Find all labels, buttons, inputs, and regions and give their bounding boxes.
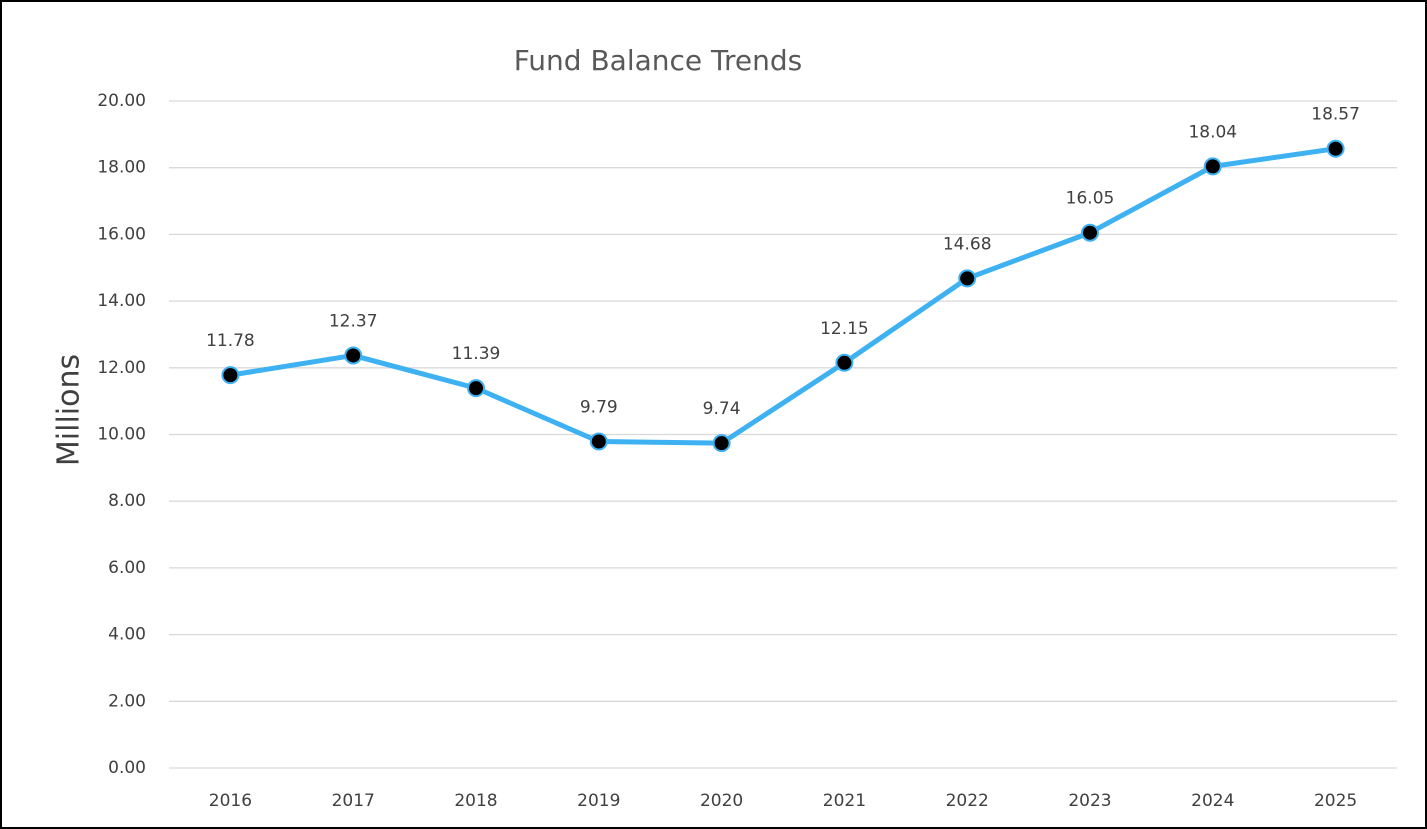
y-tick-label: 2.00	[108, 691, 146, 711]
x-tick-label: 2018	[454, 791, 497, 811]
x-tick-label: 2024	[1191, 791, 1234, 811]
data-label: 18.57	[1311, 105, 1360, 125]
marker	[344, 346, 363, 365]
marker	[1203, 157, 1222, 176]
data-label: 12.37	[329, 311, 378, 331]
y-tick-label: 16.00	[97, 224, 146, 244]
marker	[835, 353, 854, 372]
x-tick-label: 2022	[946, 791, 989, 811]
y-tick-label: 4.00	[108, 625, 146, 645]
data-label: 18.04	[1188, 122, 1237, 142]
y-axis-label: Millions	[52, 354, 87, 466]
marker	[467, 379, 485, 398]
y-tick-label: 10.00	[97, 425, 146, 445]
marker	[1081, 223, 1099, 242]
x-tick-label: 2019	[577, 791, 620, 811]
marker	[958, 269, 977, 288]
marker	[1326, 139, 1345, 158]
y-tick-label: 6.00	[108, 558, 146, 578]
marker	[589, 432, 608, 451]
data-label: 9.74	[703, 399, 741, 419]
x-tick-label: 2021	[823, 791, 866, 811]
data-label: 11.39	[452, 344, 501, 364]
y-tick-label: 14.00	[97, 291, 146, 311]
data-label: 9.79	[580, 398, 618, 418]
x-tick-label: 2023	[1068, 791, 1111, 811]
x-tick-label: 2025	[1314, 791, 1357, 811]
data-label: 12.15	[820, 319, 869, 339]
data-label: 11.78	[206, 331, 255, 351]
y-tick-label: 20.00	[97, 91, 146, 111]
data-label: 14.68	[943, 234, 992, 254]
marker	[712, 434, 731, 453]
y-tick-label: 0.00	[108, 758, 146, 778]
y-tick-label: 8.00	[108, 491, 146, 511]
x-tick-label: 2020	[700, 791, 743, 811]
data-label: 16.05	[1066, 189, 1115, 209]
y-tick-label: 18.00	[97, 158, 146, 178]
y-tick-label: 12.00	[97, 358, 146, 378]
line	[230, 146, 1336, 446]
chart-title: Fund Balance Trends	[514, 44, 803, 77]
marker	[221, 366, 240, 385]
x-tick-label: 2016	[209, 791, 252, 811]
x-tick-label: 2017	[332, 791, 375, 811]
